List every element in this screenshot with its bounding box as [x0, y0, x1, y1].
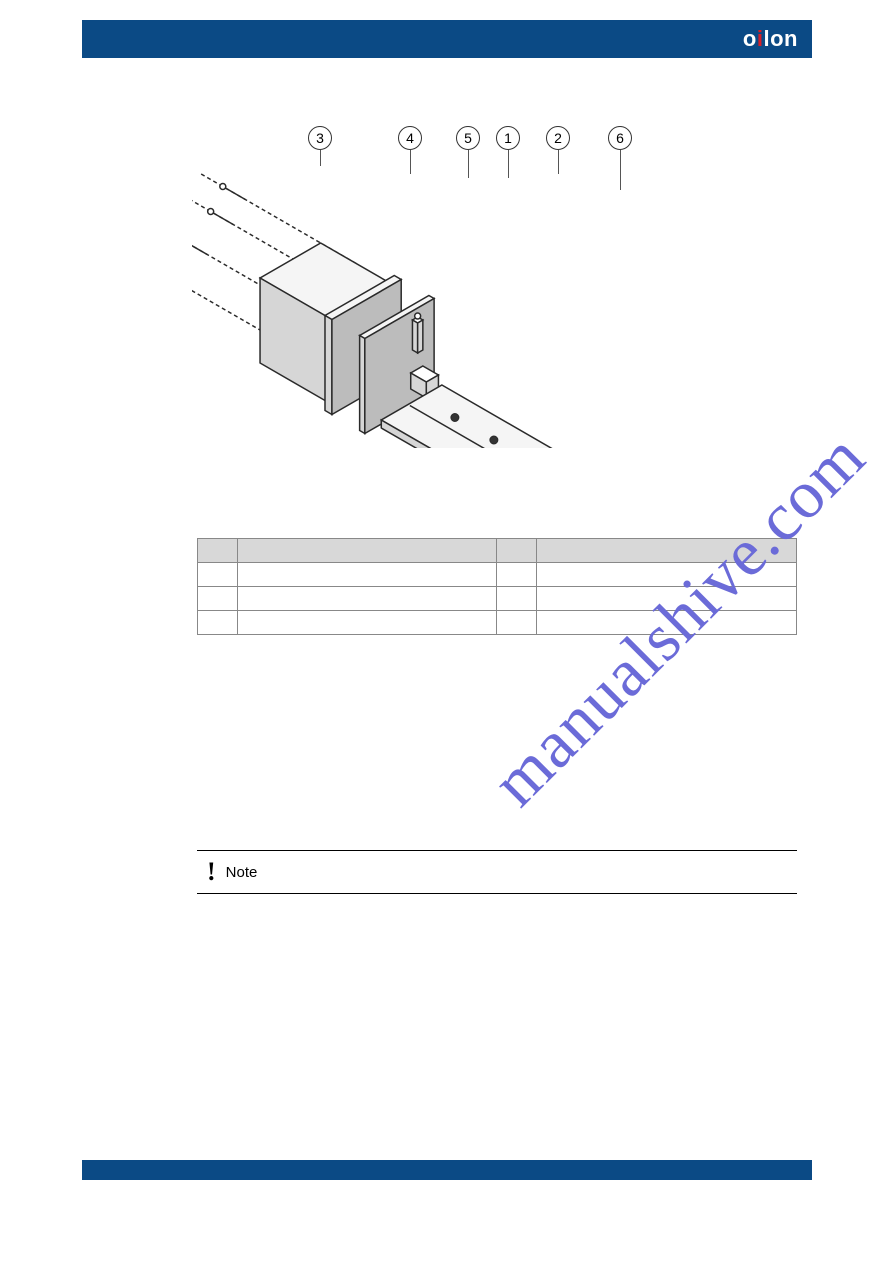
parts-table-header: [537, 539, 797, 563]
parts-table-header: [237, 539, 497, 563]
callout-bubble: 4: [398, 126, 422, 150]
callout-leader-line: [468, 150, 469, 178]
logo-text-i: i: [757, 26, 764, 52]
table-cell: [497, 587, 537, 611]
callout-bubble: 3: [308, 126, 332, 150]
callout-leader-line: [410, 150, 411, 174]
callout-bubble: 6: [608, 126, 632, 150]
table-cell: [537, 587, 797, 611]
table-row: [198, 611, 797, 635]
table-cell: [237, 587, 497, 611]
drawing-svg: [192, 158, 782, 448]
note-label: Note: [226, 864, 258, 881]
logo-text-suffix: lon: [764, 26, 799, 52]
parts-table-body: [198, 563, 797, 635]
parts-table-header: [497, 539, 537, 563]
logo-text-prefix: o: [743, 26, 757, 52]
parts-table-head: [198, 539, 797, 563]
table-cell: [537, 611, 797, 635]
callout-leader-line: [620, 150, 621, 190]
parts-table: [197, 538, 797, 635]
callout-leader-line: [320, 150, 321, 166]
callout-bubble: 1: [496, 126, 520, 150]
table-cell: [497, 563, 537, 587]
table-row: [198, 563, 797, 587]
callout-bubble: 5: [456, 126, 480, 150]
table-cell: [497, 611, 537, 635]
brand-logo: oilon: [743, 26, 798, 52]
callout-bubble: 2: [546, 126, 570, 150]
table-cell: [237, 563, 497, 587]
parts-table-header: [198, 539, 238, 563]
exploded-view-figure: 3 4 51 2 6: [82, 118, 812, 448]
page: oilon 345126 manualshive.com !: [82, 20, 812, 1220]
callout-leader-line: [508, 150, 509, 178]
header-bar: oilon: [82, 20, 812, 58]
table-cell: [198, 563, 238, 587]
table-cell: [198, 611, 238, 635]
note-box: ! Note: [197, 850, 797, 894]
technical-drawing: [192, 158, 782, 448]
table-cell: [537, 563, 797, 587]
table-cell: [237, 611, 497, 635]
table-cell: [198, 587, 238, 611]
callout-leader-line: [558, 150, 559, 174]
footer-bar: [82, 1160, 812, 1180]
table-row: [198, 587, 797, 611]
note-exclamation-icon: !: [207, 859, 216, 885]
